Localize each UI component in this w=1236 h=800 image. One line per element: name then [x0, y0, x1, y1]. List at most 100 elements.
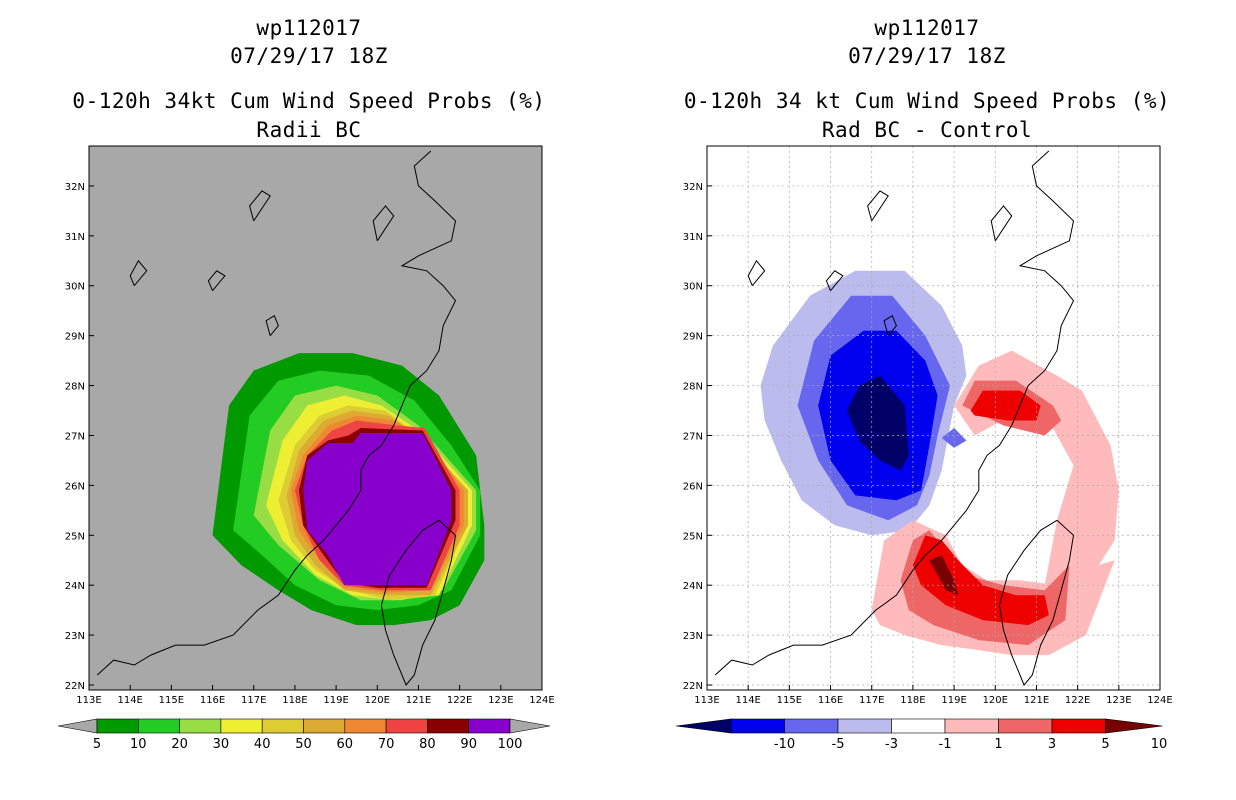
colorbar-label: 40	[254, 737, 271, 752]
y-tick-label: 31N	[65, 232, 85, 243]
x-tick-label: 120E	[365, 695, 390, 706]
colorbar-label: 90	[460, 737, 477, 752]
coastlines	[714, 150, 1075, 686]
x-tick-label: 122E	[1065, 695, 1090, 706]
colorbar-label: -5	[832, 737, 845, 752]
colorbar-swatch	[344, 718, 387, 734]
plot-frame	[88, 145, 543, 691]
lake-outline	[372, 205, 395, 242]
y-tick-label: 24N	[683, 581, 703, 592]
x-tick-label: 116E	[200, 695, 225, 706]
x-tick-label: 123E	[1106, 695, 1131, 706]
x-tick-label: 123E	[488, 695, 513, 706]
x-tick-label: 122E	[447, 695, 472, 706]
colorbar-label: 5	[1101, 737, 1109, 752]
left-map-plot: 113E 114E 115E 116E 117E 118E 119E 120E 121E 122E…	[57, 145, 555, 752]
y-tick-label: 32N	[683, 182, 703, 193]
right-map-plot: 113E 114E 115E 116E 117E 118E 119E 120E 121E 122E…	[675, 145, 1173, 752]
y-tick-label: 27N	[683, 431, 703, 442]
y-tick-label: 25N	[683, 531, 703, 542]
y-tick-label: 28N	[65, 382, 85, 393]
y-tick-label: 26N	[65, 481, 85, 492]
x-tick-label: 118E	[900, 695, 925, 706]
colorbar: 5 10 20 30 40 50 60 70 80 90 100	[57, 718, 551, 752]
right-chart-subtitle: Rad BC - Control	[821, 118, 1033, 142]
colorbar-swatch	[261, 718, 304, 734]
lake-outline	[207, 270, 226, 292]
x-tick-label: 117E	[241, 695, 266, 706]
colorbar-label: 50	[295, 737, 312, 752]
colorbar-label: 10	[130, 737, 147, 752]
colorbar-swatch	[784, 718, 839, 734]
colorbar-over-arrow	[509, 718, 551, 734]
lake-outline	[867, 190, 889, 222]
y-tick-label: 27N	[65, 431, 85, 442]
taiwan-coastline	[380, 519, 457, 686]
y-tick-label: 30N	[65, 282, 85, 293]
colorbar-label: 20	[171, 737, 188, 752]
y-tick-label: 30N	[683, 282, 703, 293]
mainland-coastline	[96, 150, 457, 676]
x-tick-label: 114E	[735, 695, 760, 706]
y-tick-label: 29N	[683, 332, 703, 343]
x-tick-label: 124E	[529, 695, 554, 706]
colorbar-label: 60	[337, 737, 354, 752]
colorbar-label: 100	[498, 737, 523, 752]
mainland-coastline	[714, 150, 1075, 676]
colorbar-swatch	[220, 718, 263, 734]
x-tick-label: 114E	[117, 695, 142, 706]
x-tick-label: 120E	[983, 695, 1008, 706]
x-tick-label: 119E	[323, 695, 348, 706]
colorbar-under-arrow	[675, 718, 732, 734]
colorbar-swatch	[468, 718, 511, 734]
y-tick-label: 23N	[65, 631, 85, 642]
colorbar-swatch	[998, 718, 1053, 734]
x-tick-label: 113E	[76, 695, 101, 706]
colorbar-label: 70	[378, 737, 395, 752]
y-tick-label: 29N	[65, 332, 85, 343]
contour--10	[929, 555, 959, 596]
contour-5-to-10-south	[912, 535, 1049, 626]
lake-outline	[249, 190, 271, 222]
left-storm-id: wp112017	[256, 16, 362, 40]
x-tick-label: 115E	[777, 695, 802, 706]
left-panel: wp112017 07/29/17 18Z 0-120h 34kt Cum Wi…	[57, 16, 555, 752]
colorbar-label: 3	[1048, 737, 1056, 752]
lake-outline	[747, 259, 766, 287]
colorbar-swatch	[837, 718, 892, 734]
x-tick-label: 118E	[282, 695, 307, 706]
lake-outline	[825, 270, 844, 292]
colorbar-swatch	[730, 718, 785, 734]
colorbar: -10 -5 -3 -1 1 3 5 10	[675, 718, 1167, 752]
x-tick-label: 115E	[159, 695, 184, 706]
x-tick-label: 121E	[406, 695, 431, 706]
x-tick-label: 113E	[694, 695, 719, 706]
taiwan-coastline	[998, 519, 1075, 686]
gridlines	[706, 146, 1161, 690]
y-tick-label: 22N	[65, 681, 85, 692]
contour--10	[847, 375, 909, 471]
colorbar-swatch	[427, 718, 469, 734]
colorbar-label: 5	[93, 737, 101, 752]
colorbar-label: 1	[994, 737, 1002, 752]
y-tick-label: 23N	[683, 631, 703, 642]
x-tick-label: 124E	[1147, 695, 1172, 706]
left-datetime: 07/29/17 18Z	[230, 44, 388, 68]
right-chart-title: 0-120h 34 kt Cum Wind Speed Probs (%)	[683, 89, 1171, 113]
colorbar-under-arrow	[57, 718, 98, 734]
colorbar-swatch	[179, 718, 222, 734]
colorbar-swatch	[944, 718, 999, 734]
x-tick-label: 121E	[1024, 695, 1049, 706]
right-storm-id: wp112017	[874, 16, 980, 40]
y-tick-label: 31N	[683, 232, 703, 243]
right-panel: wp112017 07/29/17 18Z 0-120h 34 kt Cum W…	[618, 0, 1236, 800]
colorbar-swatch	[138, 718, 180, 734]
y-tick-label: 24N	[65, 581, 85, 592]
colorbar-label: 30	[213, 737, 230, 752]
colorbar-label: -1	[939, 737, 952, 752]
colorbar-swatch	[96, 718, 139, 734]
lake-outline	[990, 205, 1013, 242]
colorbar-swatch	[303, 718, 346, 734]
colorbar-swatch	[1051, 718, 1106, 734]
left-chart-subtitle: Radii BC	[256, 118, 362, 142]
